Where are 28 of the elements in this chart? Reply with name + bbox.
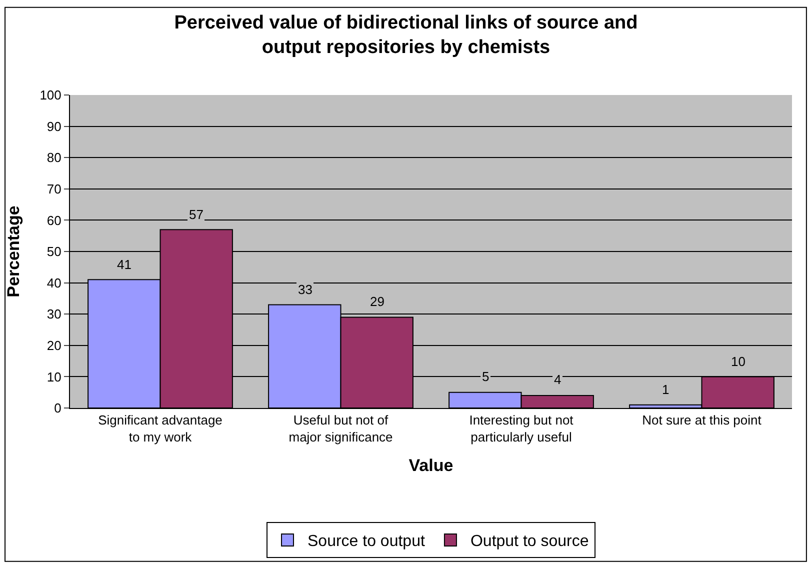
y-tick-label: 0 (54, 400, 62, 416)
y-tick-label: 80 (46, 150, 62, 166)
y-tick-label: 90 (46, 118, 62, 134)
chart-title: Perceived value of bidirectional links of source and output repositories by chemists (174, 12, 638, 58)
data-label: 4 (554, 372, 562, 387)
data-label: 41 (117, 257, 132, 272)
data-label: 1 (662, 382, 670, 397)
y-axis-title: Percentage (4, 206, 24, 298)
x-axis-title: Value (408, 456, 454, 475)
y-tick-label: 50 (46, 244, 62, 260)
data-label: 10 (731, 354, 746, 369)
data-label: 29 (370, 294, 384, 309)
legend-label: Output to source (470, 533, 589, 550)
legend-label: Source to output (308, 533, 426, 550)
y-tick-label: 20 (46, 338, 62, 353)
y-tick-label: 10 (46, 369, 62, 384)
x-tick-label: Not sure at this point (642, 412, 762, 428)
y-tick-label: 30 (46, 306, 62, 322)
y-tick-label: 70 (46, 181, 62, 196)
x-tick-label: Useful but not of major significance (288, 412, 393, 444)
x-tick-label: Interesting but not particularly useful (469, 412, 574, 444)
data-label: 33 (298, 282, 312, 297)
data-label: 57 (189, 207, 204, 222)
y-tick-label: 60 (46, 212, 62, 228)
y-tick-label: 40 (46, 275, 62, 290)
x-tick-label: Significant advantage to my work (98, 412, 222, 444)
data-label: 5 (482, 369, 490, 384)
y-tick-label: 100 (40, 88, 62, 103)
